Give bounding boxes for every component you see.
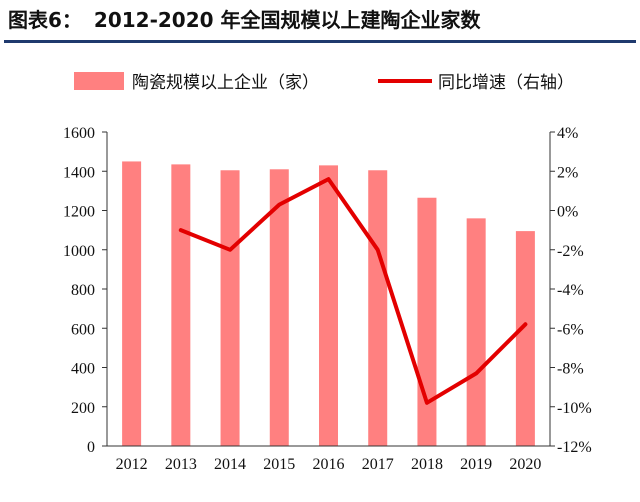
axes — [102, 131, 555, 447]
category-label: 2015 — [263, 456, 295, 473]
right-tick-label: 4% — [557, 125, 578, 142]
right-tick-label: 2% — [557, 164, 578, 181]
left-tick-label: 400 — [71, 361, 95, 378]
bar — [269, 169, 289, 446]
left-tick-label: 1600 — [63, 125, 95, 142]
right-tick-label: -10% — [557, 400, 592, 417]
category-label: 2017 — [362, 456, 394, 473]
bars — [122, 161, 535, 447]
category-label: 2012 — [116, 456, 148, 473]
left-tick-label: 200 — [71, 400, 95, 417]
category-label: 2020 — [509, 456, 541, 473]
legend-line-label: 同比增速（右轴） — [438, 73, 574, 93]
left-tick-label: 600 — [71, 321, 95, 338]
bar — [466, 218, 486, 446]
bar — [368, 170, 388, 447]
bar — [171, 164, 191, 446]
bar — [122, 161, 142, 446]
category-label: 2014 — [214, 456, 246, 473]
right-tick-label: -12% — [557, 439, 592, 456]
bar — [515, 231, 535, 446]
figure-title: 图表6： 2012-2020 年全国规模以上建陶企业家数 — [8, 4, 481, 36]
bar — [319, 165, 338, 447]
legend-bar-swatch — [74, 72, 124, 90]
category-label: 2018 — [411, 456, 443, 473]
right-tick-label: -6% — [557, 321, 584, 338]
right-tick-label: 0% — [557, 204, 578, 221]
left-tick-label: 800 — [71, 282, 95, 299]
bar — [417, 197, 437, 446]
left-tick-label: 1400 — [63, 164, 95, 181]
figure-label: 图表6： — [8, 8, 82, 32]
legend-bar-label: 陶瓷规模以上企业（家） — [132, 73, 319, 93]
category-label: 2019 — [460, 456, 492, 473]
legend: 陶瓷规模以上企业（家） 同比增速（右轴） — [74, 72, 574, 93]
left-tick-label: 1000 — [63, 243, 95, 260]
bar — [220, 170, 240, 447]
title-rule — [4, 40, 636, 43]
figure-title-text: 2012-2020 年全国规模以上建陶企业家数 — [93, 8, 481, 32]
left-tick-label: 1200 — [63, 204, 95, 221]
category-label: 2013 — [165, 456, 197, 473]
growth-line-path — [178, 177, 528, 405]
right-tick-label: -4% — [557, 282, 584, 299]
right-tick-label: -8% — [557, 361, 584, 378]
growth-line — [178, 177, 528, 405]
tick-labels: 0 200 400 600 800 1000 1200 1400 1600 -12% -10% -8%… — [63, 125, 592, 473]
left-tick-label: 0 — [87, 439, 95, 456]
category-label: 2016 — [313, 456, 345, 473]
right-tick-label: -2% — [557, 243, 584, 260]
